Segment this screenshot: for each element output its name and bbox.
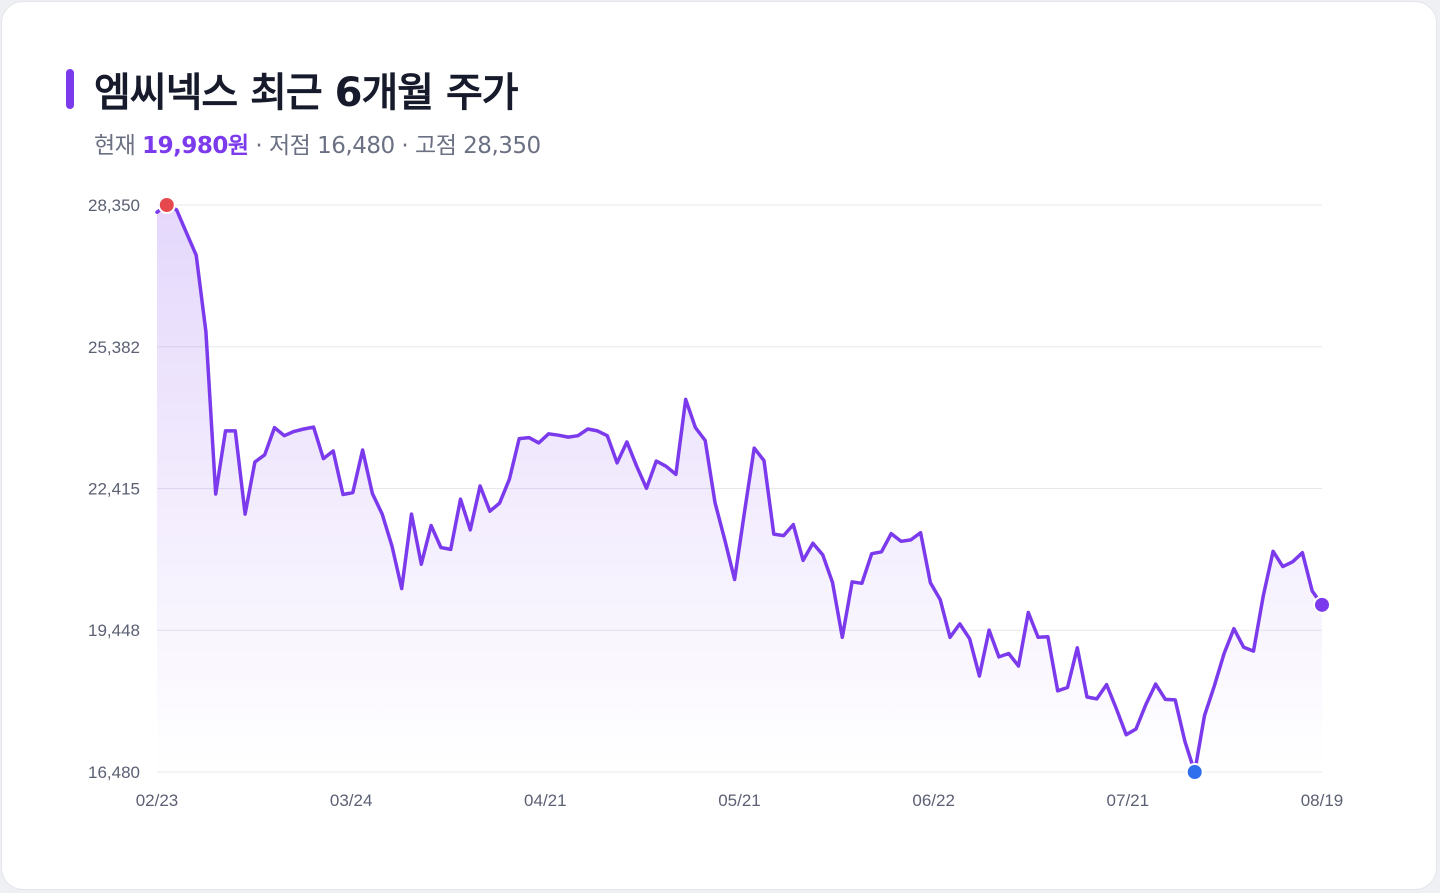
- high-point-dot: [157, 196, 176, 214]
- x-tick-label: 06/22: [912, 791, 955, 810]
- last-point-dot: [1313, 595, 1331, 614]
- x-tick-label: 02/23: [136, 791, 179, 810]
- x-tick-label: 05/21: [718, 791, 761, 810]
- y-tick-label: 25,382: [88, 338, 140, 357]
- price-line: [155, 203, 1324, 774]
- low-price-text: · 저점 16,480: [255, 133, 395, 159]
- y-tick-label: 22,415: [88, 480, 140, 499]
- title-accent-bar: [66, 69, 74, 109]
- x-tick-label: 03/24: [330, 791, 373, 810]
- high-price-text: · 고점 28,350: [401, 133, 541, 159]
- x-tick-label: 04/21: [524, 791, 567, 810]
- price-summary: 현재 19,980원 · 저점 16,480 · 고점 28,350: [94, 126, 541, 160]
- x-tick-label: 08/19: [1301, 791, 1344, 810]
- current-price: 19,980원: [142, 133, 249, 159]
- chart-title: 엠씨넥스 최근 6개월 주가: [94, 70, 519, 116]
- low-point-dot: [1185, 763, 1204, 781]
- price-area: [157, 205, 1322, 772]
- title-row: 엠씨넥스 최근 6개월 주가: [66, 64, 519, 116]
- current-label: 현재: [94, 133, 136, 159]
- y-tick-label: 19,448: [88, 621, 140, 640]
- x-tick-label: 07/21: [1107, 791, 1150, 810]
- y-tick-label: 28,350: [88, 196, 140, 215]
- y-tick-label: 16,480: [88, 763, 140, 782]
